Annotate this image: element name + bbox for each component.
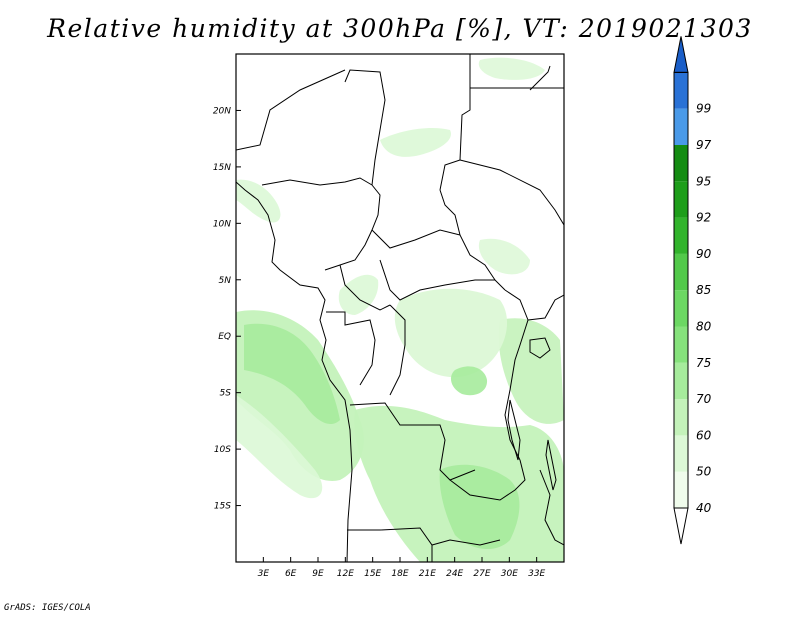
lon-tick-label: 15E <box>364 569 381 579</box>
colorbar-segment <box>674 290 688 327</box>
rh-area-north <box>380 128 451 157</box>
rh-area-atlantic <box>236 395 323 499</box>
lon-tick-label: 21E <box>419 569 436 579</box>
colorbar-label: 85 <box>696 283 711 297</box>
colorbar-segment <box>674 108 688 145</box>
lon-tick-label: 18E <box>391 569 408 579</box>
lon-tick-label: 6E <box>285 569 297 579</box>
border-chad-sudan <box>439 189 496 281</box>
lat-tick-label: 10S <box>214 445 231 455</box>
border-mozambique <box>539 469 564 546</box>
colorbar-bottom-arrow <box>673 507 689 545</box>
lat-tick-label: 5S <box>220 389 232 399</box>
colorbar-label: 97 <box>696 138 712 152</box>
rh-area-east <box>498 318 564 424</box>
lat-tick-label: 15N <box>213 163 231 173</box>
lake-malawi <box>545 439 557 491</box>
lon-tick-label: 9E <box>312 569 324 579</box>
chart-title: Relative humidity at 300hPa [%], VT: 201… <box>47 14 753 43</box>
border-chad-car <box>371 229 461 249</box>
colorbar-segment <box>674 145 688 182</box>
colorbar-segment <box>674 435 688 472</box>
nile-delta-coast <box>529 65 551 91</box>
lat-tick-label: 5N <box>219 276 232 286</box>
colorbar-label: 92 <box>696 211 711 225</box>
lat-tick-label: EQ <box>218 332 231 342</box>
colorbar-label: 60 <box>696 428 712 442</box>
lon-tick-label: 3E <box>258 569 270 579</box>
rh-area-south-core <box>439 464 520 550</box>
axis-ticks: 3E 6E 9E 12E 15E 18E 21E 24E 27E 30E 33E 20N 15N 10N 5… <box>213 106 546 579</box>
rh-area-cameroon <box>338 274 379 315</box>
colorbar-outline <box>673 71 689 509</box>
border-egypt-libya <box>439 54 471 191</box>
country-borders <box>236 54 564 562</box>
colorbar-segment <box>674 471 688 508</box>
lat-tick-label: 20N <box>213 106 231 116</box>
coastline-west-africa <box>236 181 353 562</box>
rh-area-central-spot <box>450 366 488 396</box>
lake-tanganyika <box>507 399 521 461</box>
lat-tick-label: 15S <box>214 502 231 512</box>
colorbar-label: 90 <box>696 247 712 261</box>
rh-area-sudan <box>478 238 530 275</box>
humidity-field <box>236 57 564 562</box>
colorbar-label: 40 <box>696 501 712 515</box>
rh-area-west-core <box>244 323 340 425</box>
colorbar-segment <box>674 253 688 291</box>
border-sudan-east <box>459 159 564 226</box>
colorbar-segment <box>674 72 688 109</box>
border-nigeria-niger <box>261 177 373 186</box>
colorbar-segment <box>674 326 688 363</box>
colorbar-label: 75 <box>696 356 711 370</box>
colorbar: 40 50 60 70 75 80 85 90 92 95 97 99 <box>673 36 712 545</box>
grads-credit: GrADS: IGES/COLA <box>4 603 91 613</box>
border-uganda-kenya <box>527 294 564 321</box>
lat-tick-label: 10N <box>213 219 231 229</box>
colorbar-label: 50 <box>696 465 712 479</box>
colorbar-label: 70 <box>696 392 712 406</box>
rh-area-northeast <box>478 57 545 80</box>
colorbar-label: 99 <box>696 102 711 116</box>
border-drc-east <box>504 289 529 461</box>
lon-tick-label: 24E <box>446 569 463 579</box>
lake-victoria <box>529 337 551 359</box>
lon-tick-label: 33E <box>528 569 545 579</box>
colorbar-top-arrow <box>673 36 689 73</box>
border-congo-gabon <box>326 311 376 386</box>
colorbar-segment <box>674 362 688 400</box>
lon-tick-label: 30E <box>501 569 518 579</box>
rh-area-central <box>394 288 508 378</box>
lon-tick-label: 27E <box>473 569 490 579</box>
border-drc-west <box>389 304 406 396</box>
colorbar-segment <box>674 217 688 254</box>
lon-tick-label: 12E <box>337 569 354 579</box>
colorbar-segment <box>674 399 688 436</box>
border-libya-niger <box>344 69 386 186</box>
border-zambia <box>449 459 526 501</box>
border-angola-north <box>349 402 476 481</box>
colorbar-segment <box>674 181 688 218</box>
colorbar-label: 95 <box>696 174 711 188</box>
border-lake-chad-north <box>324 184 381 271</box>
border-cameroon <box>339 264 391 311</box>
border-algeria-niger <box>236 69 346 151</box>
border-car-south <box>379 259 506 301</box>
colorbar-label: 80 <box>696 320 712 334</box>
